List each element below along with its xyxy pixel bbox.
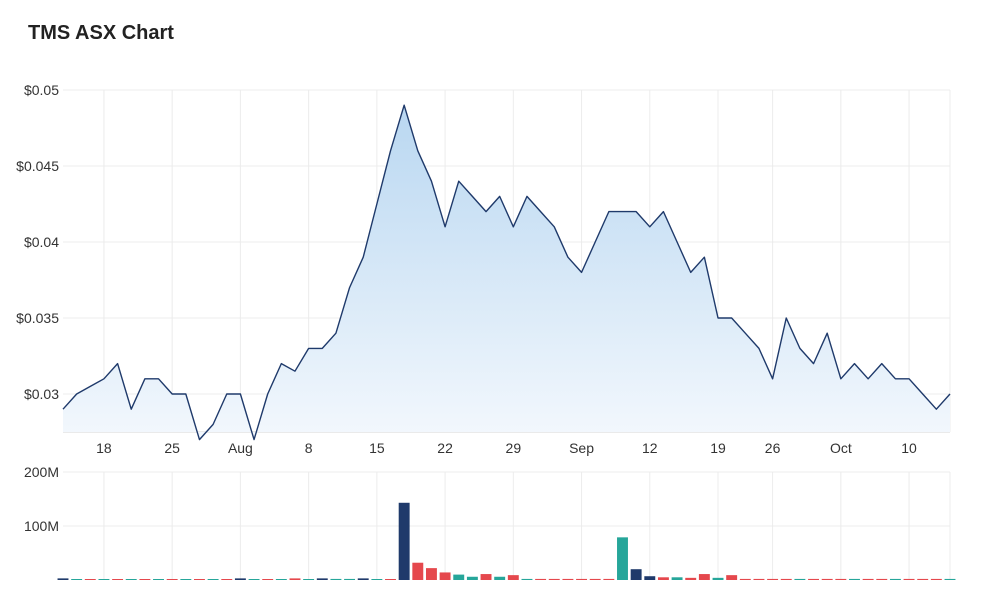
volume-bar [385,579,396,580]
chart-title: TMS ASX Chart [28,22,174,44]
volume-bar [726,575,738,580]
volume-bar [289,578,301,580]
price-y-axis: $0.05 $0.045 $0.04 $0.035 $0.03 [16,82,59,402]
volume-bar [303,579,315,580]
x-tick-label: Aug [228,440,253,456]
x-tick-label: 25 [164,440,180,456]
volume-bar [57,578,69,580]
volume-bar [576,578,588,580]
volume-bar [71,579,83,580]
x-tick-label: 10 [901,440,917,456]
x-tick-label: Oct [830,440,852,456]
volume-grid [63,471,951,580]
x-tick-label: 18 [96,440,112,456]
price-series-line [62,104,951,441]
volume-bar [330,578,342,580]
volume-bar [153,579,164,580]
volume-bar [671,577,683,580]
price-y-tick-label: $0.03 [24,386,59,402]
volume-bar [712,577,724,580]
x-tick-label: 19 [710,440,726,456]
volume-bar [535,578,547,580]
price-y-tick-label: $0.05 [24,82,59,98]
volume-bar [889,578,901,580]
x-tick-label: 12 [642,440,658,456]
volume-bar [753,578,765,580]
volume-bar [453,574,465,580]
volume-bar [221,579,233,580]
volume-bar [371,579,383,580]
x-tick-label: 15 [369,440,385,456]
volume-bar [207,579,219,580]
volume-bar [480,574,492,580]
volume-bar [439,572,451,580]
volume-bar [248,579,260,580]
x-axis: 18 25 Aug 8 15 22 29 Sep 12 19 26 Oct 10 [96,440,917,456]
x-tick-label: 26 [765,440,781,456]
volume-bar [316,578,328,580]
x-tick-label: 29 [506,440,522,456]
volume-bar [412,562,424,580]
price-y-tick-label: $0.035 [16,310,59,326]
volume-bar [780,578,792,580]
volume-bar [698,574,710,580]
volume-bar [821,578,833,580]
volume-bar [234,578,246,580]
volume-bar [398,502,410,580]
price-area-layer [62,104,951,441]
volume-bars [57,502,956,580]
volume-y-tick-label: 200M [24,464,59,480]
volume-bar [275,579,287,580]
volume-bar [425,568,437,580]
volume-bar [139,579,151,580]
x-tick-label: Sep [569,440,594,456]
volume-bar [194,579,205,580]
volume-bar [344,578,356,580]
price-area-fill [63,105,950,440]
volume-bar [548,578,560,580]
volume-bar [767,578,779,580]
volume-bar [112,579,124,580]
volume-bar [657,577,669,580]
volume-bar [521,578,533,580]
volume-bar [357,578,369,580]
volume-bar [494,576,506,580]
volume-bar [262,579,274,580]
volume-bar [617,537,628,580]
volume-bar [166,579,178,580]
volume-bar [794,578,806,580]
price-y-tick-label: $0.045 [16,158,59,174]
volume-bar [862,578,874,580]
volume-bar [562,578,574,580]
volume-bar [644,576,656,580]
volume-bar [507,575,519,580]
x-tick-label: 8 [305,440,313,456]
volume-bar [876,578,888,580]
volume-bar [903,578,915,580]
x-tick-label: 22 [437,440,453,456]
volume-bar [930,578,942,580]
volume-bar [466,576,478,580]
volume-bar [685,577,697,580]
price-y-tick-label: $0.04 [24,234,59,250]
volume-bar [944,578,956,580]
volume-bar [589,578,601,580]
volume-bar [180,579,192,580]
volume-bar [603,578,615,580]
volume-bar [630,569,642,580]
volume-bar [98,579,110,580]
volume-bar [835,578,847,580]
volume-bar [125,579,137,580]
volume-bar [849,578,860,580]
volume-bar [917,578,929,580]
volume-bar [84,579,96,580]
volume-bar [739,578,751,580]
volume-bar [808,578,819,580]
volume-y-axis: 200M 100M [24,464,59,534]
volume-y-tick-label: 100M [24,518,59,534]
